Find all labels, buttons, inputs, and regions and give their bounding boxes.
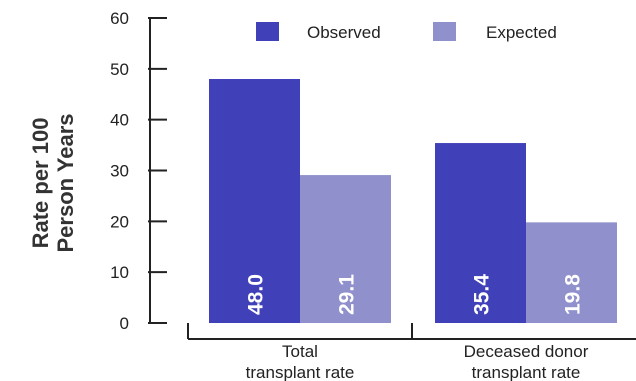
- y-tick-label: 60: [110, 9, 129, 28]
- category-label: transplant rate: [246, 363, 355, 381]
- data-label: 19.8: [562, 274, 585, 315]
- legend-swatch-observed: [256, 22, 279, 41]
- bar-expected: [300, 175, 391, 323]
- y-axis-label-line: Person Years: [53, 113, 78, 252]
- x-axis: Total transplant rate Deceased donor transp…: [187, 323, 636, 381]
- bars: [209, 79, 617, 323]
- bar-observed: [435, 143, 526, 323]
- legend-label: Observed: [307, 23, 381, 42]
- y-tick-label: 0: [120, 314, 129, 333]
- data-label: 48.0: [245, 274, 268, 315]
- data-label: 29.1: [336, 274, 359, 315]
- y-axis-label-line: Rate per 100: [28, 118, 53, 249]
- y-axis-label: Rate per 100Person Years: [28, 113, 78, 252]
- bar-observed: [209, 79, 300, 323]
- data-label: 35.4: [471, 274, 494, 315]
- bar-expected: [526, 222, 617, 323]
- y-tick-label: 10: [110, 263, 129, 282]
- category-label: Total: [282, 342, 318, 361]
- legend: Observed Expected: [256, 22, 557, 42]
- category-label: Deceased donor: [464, 342, 589, 361]
- y-tick-label: 20: [110, 212, 129, 231]
- data-labels: 48.0 35.4 29.1 19.8: [245, 274, 585, 315]
- legend-swatch-expected: [433, 22, 456, 41]
- y-tick-label: 40: [110, 111, 129, 130]
- legend-label: Expected: [486, 23, 557, 42]
- y-axis: 0 10 20 30 40 50 60: [110, 9, 167, 333]
- y-tick-label: 50: [110, 60, 129, 79]
- category-label: transplant rate: [472, 363, 581, 381]
- y-tick-label: 30: [110, 162, 129, 181]
